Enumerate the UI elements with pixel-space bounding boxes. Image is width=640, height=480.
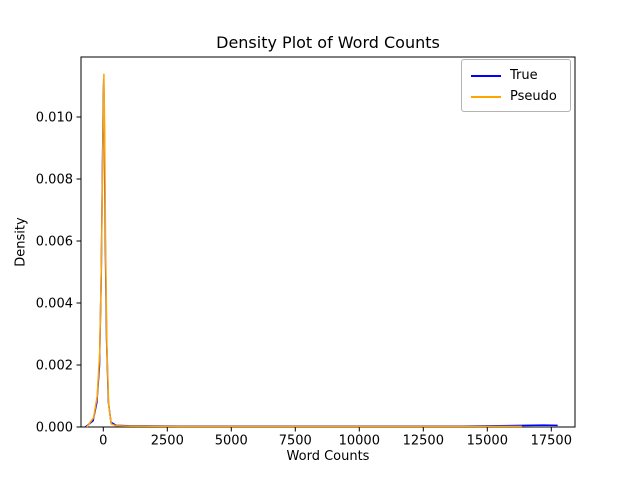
- pseudo-line-swatch: [471, 95, 501, 98]
- legend-entry-true: True: [462, 65, 570, 86]
- series-pseudo-line: [86, 73, 522, 428]
- series-true-line: [84, 79, 558, 428]
- y-tick-label: 0.010: [36, 110, 73, 125]
- x-tick-label: 10000: [339, 434, 380, 449]
- chart-title: Density Plot of Word Counts: [216, 33, 440, 52]
- y-tick-label: 0.006: [36, 234, 73, 249]
- x-tick-label: 15000: [467, 434, 508, 449]
- x-tick-label: 5000: [215, 434, 248, 449]
- y-tick-label: 0.000: [36, 421, 73, 436]
- legend-label-true: True: [510, 68, 538, 83]
- y-tick-label: 0.004: [36, 296, 73, 311]
- legend-label-pseudo: Pseudo: [510, 89, 557, 104]
- true-line-swatch: [471, 74, 501, 77]
- x-tick-label: 17500: [531, 434, 572, 449]
- legend: True Pseudo: [461, 59, 571, 112]
- axes-box: [80, 56, 576, 428]
- x-tick-label: 12500: [403, 434, 444, 449]
- x-tick-label: 0: [99, 434, 107, 449]
- legend-entry-pseudo: Pseudo: [462, 86, 570, 107]
- x-tick-label: 7500: [279, 434, 312, 449]
- x-tick-label: 2500: [151, 434, 184, 449]
- y-tick-label: 0.008: [36, 172, 73, 187]
- y-axis-label: Density: [13, 217, 29, 267]
- y-tick-label: 0.002: [36, 358, 73, 373]
- x-axis-label: Word Counts: [286, 449, 370, 464]
